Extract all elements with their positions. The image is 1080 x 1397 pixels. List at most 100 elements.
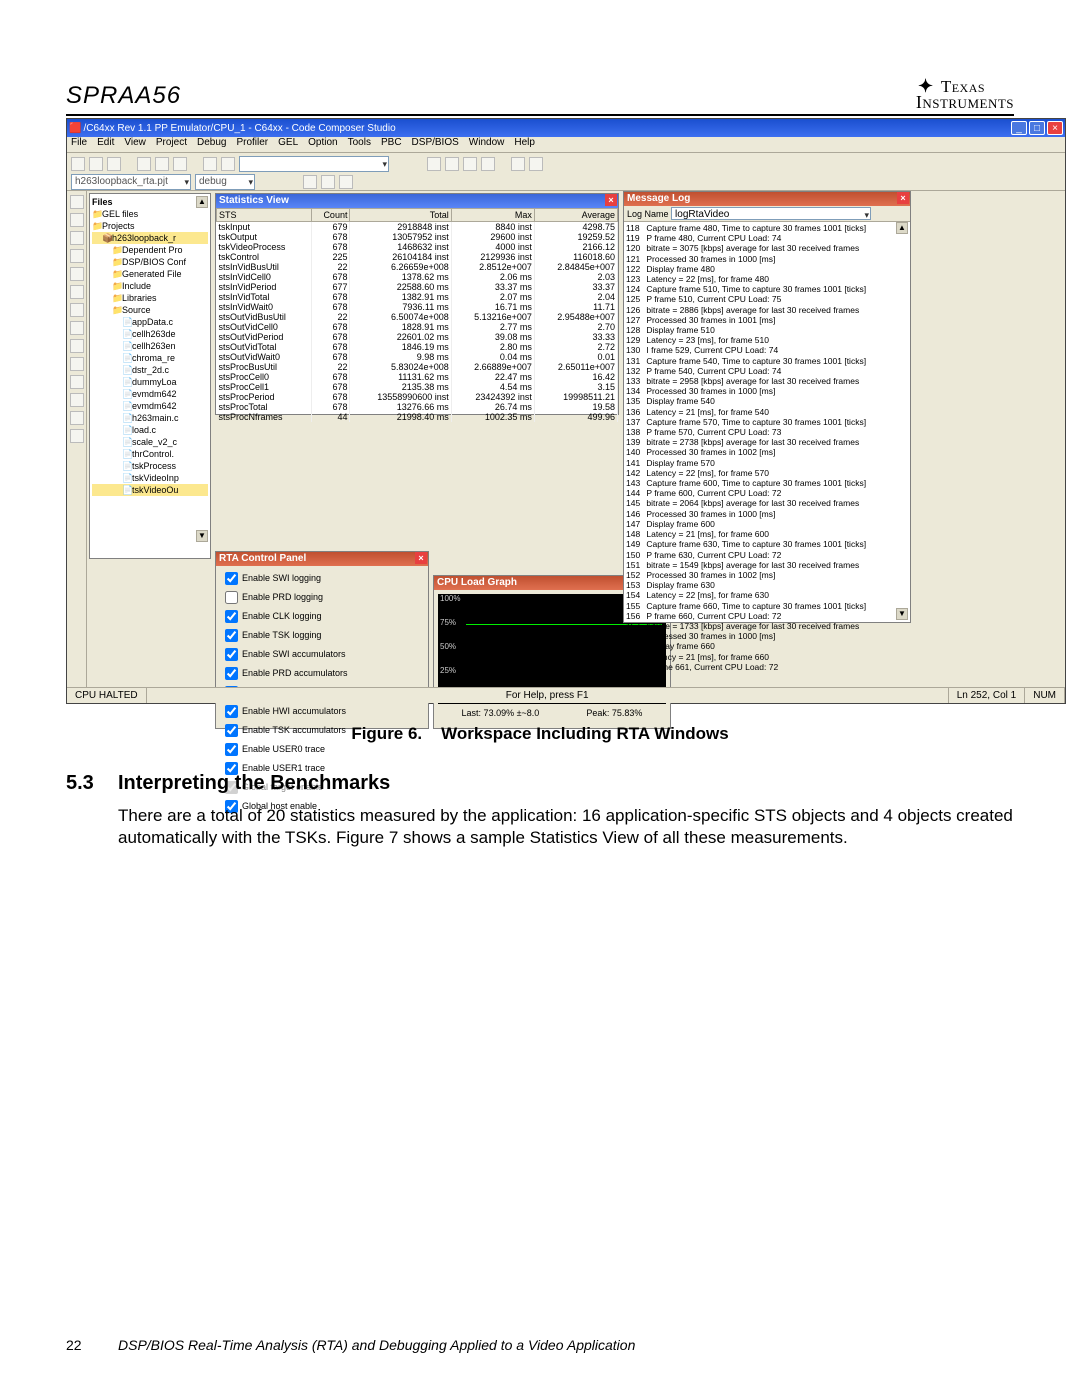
log-line[interactable]: 122 Display frame 480 [626,264,908,274]
log-line[interactable]: 126 bitrate = 2886 [kbps] average for la… [626,305,908,315]
log-line[interactable]: 121 Processed 30 frames in 1000 [ms] [626,254,908,264]
rta-check[interactable]: Enable PRD accumulators [221,664,423,683]
log-line[interactable]: 157 bitrate = 1733 [kbps] average for la… [626,621,908,631]
menu-option[interactable]: Option [308,137,337,148]
gutter-icon[interactable] [70,321,84,335]
window-maximize-button[interactable]: □ [1029,121,1045,135]
tree-item[interactable]: 📄dummyLoa [92,376,208,388]
menu-pbc[interactable]: PBC [381,137,402,148]
gutter-icon[interactable] [70,411,84,425]
gutter-icon[interactable] [70,195,84,209]
rta-titlebar[interactable]: RTA Control Panel × [216,552,428,566]
help-icon[interactable] [529,157,543,171]
log-line[interactable]: 132 P frame 540, Current CPU Load: 74 [626,366,908,376]
log-line[interactable]: 159 Display frame 660 [626,641,908,651]
log-line[interactable]: 123 Latency = 22 [ms], for frame 480 [626,274,908,284]
log-line[interactable]: 150 P frame 630, Current CPU Load: 72 [626,550,908,560]
log-line[interactable]: 135 Display frame 540 [626,396,908,406]
tree-item[interactable]: 📄h263main.c [92,412,208,424]
table-row[interactable]: tskInput6792918848 inst8840 inst4298.75 [217,222,618,233]
tree-item[interactable]: 📦h263loopback_r [92,232,208,244]
menu-profiler[interactable]: Profiler [236,137,268,148]
menu-dsp/bios[interactable]: DSP/BIOS [412,137,459,148]
tree-item[interactable]: 📄load.c [92,424,208,436]
checkbox[interactable] [225,610,238,623]
checkbox[interactable] [225,572,238,585]
gutter-icon[interactable] [70,393,84,407]
rta-check[interactable]: Enable PRD logging [221,588,423,607]
stats-col[interactable]: Average [534,209,617,222]
table-row[interactable]: stsProcTotal67813276.66 ms26.74 ms19.58 [217,402,618,412]
tree-item[interactable]: 📄cellh263en [92,340,208,352]
gutter-icon[interactable] [70,357,84,371]
menu-file[interactable]: File [71,137,87,148]
table-row[interactable]: tskControl22526104184 inst2129936 inst11… [217,252,618,262]
tree-item[interactable]: 📁Libraries [92,292,208,304]
tree-item[interactable]: 📄appData.c [92,316,208,328]
rebuild-icon[interactable] [321,175,335,189]
close-icon[interactable]: × [605,194,617,206]
tree-item[interactable]: 📁Generated File [92,268,208,280]
close-icon[interactable]: × [897,192,909,204]
step-icon[interactable] [481,157,495,171]
tree-item[interactable]: 📁Source [92,304,208,316]
rta-check[interactable]: Enable TSK logging [221,626,423,645]
tree-item[interactable]: 📁DSP/BIOS Conf [92,256,208,268]
log-line[interactable]: 125 P frame 510, Current CPU Load: 75 [626,294,908,304]
tree-item[interactable]: 📁Projects [92,220,208,232]
rta-check[interactable]: Enable HWI accumulators [221,702,423,721]
menu-debug[interactable]: Debug [197,137,226,148]
log-line[interactable]: 156 P frame 660, Current CPU Load: 72 [626,611,908,621]
stats-col[interactable]: STS [217,209,312,222]
window-titlebar[interactable]: 🟥 /C64xx Rev 1.1 PP Emulator/CPU_1 - C64… [67,119,1065,137]
redo-icon[interactable] [221,157,235,171]
open-file-icon[interactable] [89,157,103,171]
table-row[interactable]: stsProcBusUtil225.83024e+0082.66889e+007… [217,362,618,372]
scroll-up-icon[interactable]: ▲ [896,222,908,234]
tree-item[interactable]: 📄cellh263de [92,328,208,340]
new-file-icon[interactable] [71,157,85,171]
menu-window[interactable]: Window [469,137,505,148]
tree-item[interactable]: 📄chroma_re [92,352,208,364]
log-line[interactable]: 127 Processed 30 frames in 1001 [ms] [626,315,908,325]
log-line[interactable]: 143 Capture frame 600, Time to capture 3… [626,478,908,488]
menu-project[interactable]: Project [156,137,187,148]
project-tree[interactable]: Files 📁GEL files📁Projects📦h263loopback_r… [89,193,211,559]
gutter-icon[interactable] [70,429,84,443]
statistics-view-panel[interactable]: Statistics View × STSCountTotalMaxAverag… [215,193,619,415]
table-row[interactable]: stsOutVidCell06781828.91 ms2.77 ms2.70 [217,322,618,332]
tree-item[interactable]: 📄scale_v2_c [92,436,208,448]
tree-item[interactable]: 📁Include [92,280,208,292]
window-close-button[interactable]: × [1047,121,1063,135]
halt-icon[interactable] [445,157,459,171]
log-line[interactable]: 154 Latency = 22 [ms], for frame 630 [626,590,908,600]
rta-check[interactable]: Enable SWI accumulators [221,645,423,664]
close-icon[interactable]: × [415,552,427,564]
table-row[interactable]: tskOutput67813057952 inst29600 inst19259… [217,232,618,242]
gutter-icon[interactable] [70,339,84,353]
animate-icon[interactable] [463,157,477,171]
table-row[interactable]: stsOutVidBusUtil226.50074e+0085.13216e+0… [217,312,618,322]
table-row[interactable]: stsProcNframes4421998.40 ms1002.35 ms499… [217,412,618,422]
gutter-icon[interactable] [70,249,84,263]
paste-icon[interactable] [173,157,187,171]
msglog-body[interactable]: 118 Capture frame 480, Time to capture 3… [624,222,910,673]
checkbox[interactable] [225,629,238,642]
gutter-icon[interactable] [70,213,84,227]
log-line[interactable]: 136 Latency = 21 [ms], for frame 540 [626,407,908,417]
log-line[interactable]: 137 Capture frame 570, Time to capture 3… [626,417,908,427]
log-line[interactable]: 158 Processed 30 frames in 1000 [ms] [626,631,908,641]
gutter-icon[interactable] [70,375,84,389]
tree-item[interactable]: 📁GEL files [92,208,208,220]
checkbox[interactable] [225,705,238,718]
log-line[interactable]: 129 Latency = 23 [ms], for frame 510 [626,335,908,345]
table-row[interactable]: tskVideoProcess6781468632 inst4000 inst2… [217,242,618,252]
log-line[interactable]: 138 P frame 570, Current CPU Load: 73 [626,427,908,437]
statistics-titlebar[interactable]: Statistics View × [216,194,618,208]
table-row[interactable]: stsInVidCell06781378.62 ms2.06 ms2.03 [217,272,618,282]
table-row[interactable]: stsProcCell16782135.38 ms4.54 ms3.15 [217,382,618,392]
log-line[interactable]: 160 Latency = 21 [ms], for frame 660 [626,652,908,662]
table-row[interactable]: stsInVidBusUtil226.26659e+0082.8512e+007… [217,262,618,272]
table-row[interactable]: stsOutVidPeriod67822601.02 ms39.08 ms33.… [217,332,618,342]
log-line[interactable]: 144 P frame 600, Current CPU Load: 72 [626,488,908,498]
